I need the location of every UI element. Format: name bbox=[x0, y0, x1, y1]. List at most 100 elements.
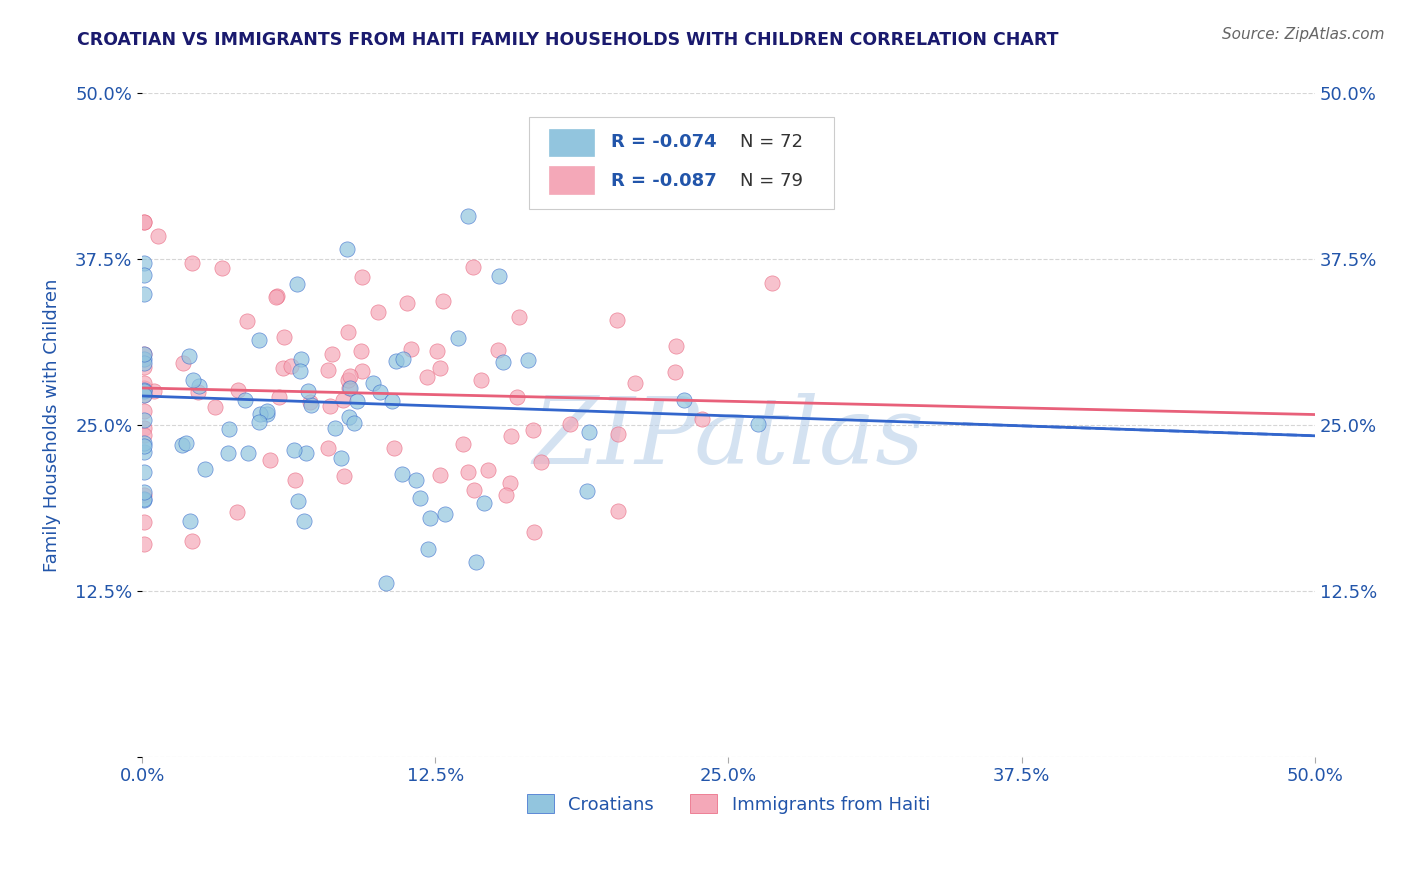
Point bbox=[433, 507, 456, 521]
Point bbox=[477, 463, 499, 477]
Point bbox=[368, 385, 391, 400]
Point bbox=[283, 442, 305, 457]
Point bbox=[672, 392, 695, 407]
Point bbox=[134, 413, 156, 427]
Bar bbox=[548, 128, 593, 156]
Point bbox=[218, 421, 240, 435]
Point bbox=[176, 435, 198, 450]
Text: N = 72: N = 72 bbox=[740, 133, 803, 151]
Point bbox=[316, 441, 339, 455]
Point bbox=[134, 347, 156, 361]
Point bbox=[186, 385, 208, 400]
Point bbox=[761, 276, 783, 290]
Point bbox=[337, 373, 360, 387]
Point bbox=[181, 533, 204, 548]
Point bbox=[256, 403, 278, 417]
Point bbox=[405, 474, 427, 488]
Point bbox=[392, 351, 415, 366]
Point bbox=[492, 354, 515, 368]
Point bbox=[292, 514, 315, 528]
Point bbox=[747, 417, 769, 431]
Point bbox=[623, 376, 645, 391]
Point bbox=[382, 442, 405, 456]
Point bbox=[211, 261, 233, 276]
Point bbox=[134, 214, 156, 228]
Point bbox=[177, 350, 200, 364]
Point bbox=[134, 387, 156, 401]
Point bbox=[506, 390, 529, 404]
Point bbox=[134, 215, 156, 229]
Point bbox=[134, 436, 156, 450]
Point bbox=[273, 330, 295, 344]
Point bbox=[134, 351, 156, 366]
Point bbox=[516, 352, 538, 367]
Point bbox=[233, 392, 256, 407]
Point bbox=[236, 445, 259, 459]
Text: R = -0.074: R = -0.074 bbox=[612, 133, 717, 151]
Point bbox=[499, 475, 522, 490]
Point bbox=[134, 388, 156, 402]
Point bbox=[323, 421, 346, 435]
Point bbox=[247, 415, 270, 429]
Point bbox=[319, 399, 342, 413]
Point bbox=[429, 467, 451, 482]
Point bbox=[425, 343, 447, 358]
Point bbox=[134, 492, 156, 507]
Point bbox=[451, 437, 474, 451]
Point bbox=[463, 483, 485, 497]
Point bbox=[134, 346, 156, 360]
Point bbox=[217, 446, 239, 460]
Point bbox=[391, 467, 413, 481]
Point bbox=[180, 256, 202, 270]
Point bbox=[408, 491, 430, 505]
Point bbox=[339, 382, 361, 396]
Point bbox=[416, 541, 439, 556]
Point bbox=[330, 451, 353, 466]
Point bbox=[486, 343, 509, 357]
Point bbox=[280, 359, 302, 374]
Point bbox=[350, 269, 373, 284]
Point bbox=[339, 369, 361, 384]
Point bbox=[501, 429, 523, 443]
Legend: Croatians, Immigrants from Haiti: Croatians, Immigrants from Haiti bbox=[520, 787, 938, 821]
Point bbox=[134, 444, 156, 458]
Point bbox=[134, 384, 156, 398]
Point bbox=[299, 398, 322, 412]
Text: ZIPatlas: ZIPatlas bbox=[533, 393, 924, 483]
Point bbox=[399, 342, 422, 356]
Point bbox=[134, 381, 156, 395]
Point bbox=[333, 469, 356, 483]
Point bbox=[290, 364, 312, 378]
Text: R = -0.087: R = -0.087 bbox=[612, 172, 717, 190]
Point bbox=[249, 408, 271, 422]
Point bbox=[375, 575, 398, 590]
Point bbox=[236, 314, 259, 328]
Point bbox=[183, 372, 205, 386]
Point bbox=[188, 379, 211, 393]
Point bbox=[396, 296, 419, 310]
Point bbox=[134, 286, 156, 301]
Point bbox=[143, 384, 166, 398]
Point bbox=[134, 493, 156, 508]
Y-axis label: Family Households with Children: Family Households with Children bbox=[44, 278, 60, 572]
Point bbox=[266, 289, 288, 303]
Point bbox=[488, 269, 510, 284]
Point bbox=[665, 339, 688, 353]
Point bbox=[287, 494, 309, 508]
Point bbox=[429, 360, 451, 375]
Point bbox=[284, 473, 307, 487]
Point bbox=[416, 369, 439, 384]
Point bbox=[522, 423, 544, 437]
Point bbox=[419, 511, 441, 525]
Point bbox=[339, 381, 361, 395]
FancyBboxPatch shape bbox=[529, 117, 834, 210]
Point bbox=[472, 496, 495, 510]
Point bbox=[339, 410, 361, 425]
Point bbox=[134, 376, 156, 391]
Point bbox=[606, 313, 628, 327]
Point bbox=[273, 360, 295, 375]
Bar bbox=[548, 166, 593, 194]
Point bbox=[530, 455, 553, 469]
Point bbox=[495, 488, 517, 502]
Point bbox=[523, 524, 546, 539]
